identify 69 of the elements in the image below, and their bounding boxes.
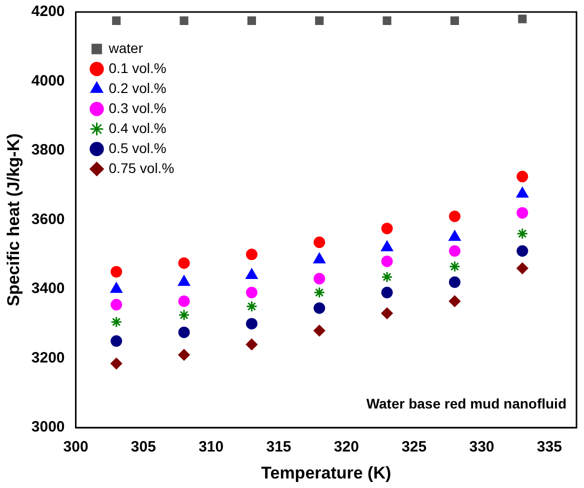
legend-label: 0.5 vol.% <box>108 140 166 156</box>
legend-label: 0.75 vol.% <box>108 160 174 176</box>
point <box>180 16 188 25</box>
point <box>516 262 528 274</box>
y-axis-title: Specific heat (J/kg-K) <box>4 133 23 306</box>
point <box>516 228 528 240</box>
x-tick-label: 315 <box>266 438 292 456</box>
y-tick-label: 4000 <box>31 72 65 90</box>
y-tick-label: 3600 <box>31 210 65 228</box>
point <box>448 210 460 222</box>
point <box>448 245 460 257</box>
x-tick-label: 325 <box>402 438 427 456</box>
point <box>516 245 528 257</box>
y-tick-label: 3200 <box>31 349 65 366</box>
point <box>518 14 527 24</box>
point <box>381 240 393 252</box>
point <box>246 300 258 312</box>
point <box>314 286 326 298</box>
point <box>112 16 121 25</box>
point <box>314 272 326 284</box>
x-axis-title: Temperature (K) <box>261 463 392 482</box>
point <box>110 266 122 278</box>
legend-label: 0.1 vol.% <box>108 60 166 76</box>
point <box>178 257 190 269</box>
legend-label: water <box>108 40 144 56</box>
annotation: Water base red mud nanofluid <box>366 395 566 412</box>
point <box>178 326 190 338</box>
point <box>247 16 256 25</box>
point <box>314 302 326 314</box>
point <box>381 256 393 268</box>
point <box>516 170 528 182</box>
x-tick-label: 305 <box>130 438 156 456</box>
x-tick-label: 310 <box>198 438 224 456</box>
legend-label: 0.3 vol.% <box>108 100 166 116</box>
x-tick-label: 335 <box>536 438 562 456</box>
point <box>314 236 326 248</box>
point <box>381 222 393 234</box>
point <box>448 295 460 307</box>
y-tick-label: 3800 <box>31 142 65 159</box>
point <box>448 276 460 288</box>
point <box>314 324 326 336</box>
point <box>110 335 122 347</box>
point <box>516 187 528 198</box>
point <box>382 16 392 25</box>
point <box>516 207 528 219</box>
point <box>315 16 324 25</box>
x-tick-label: 330 <box>469 438 494 456</box>
point <box>110 316 122 328</box>
y-tick-label: 4200 <box>31 3 65 20</box>
point <box>381 271 393 283</box>
point <box>178 309 190 321</box>
y-tick-label: 3400 <box>31 280 65 298</box>
x-tick-label: 300 <box>63 438 88 456</box>
point <box>246 318 258 330</box>
point <box>110 298 122 310</box>
point <box>448 260 460 272</box>
x-tick-label: 320 <box>334 438 359 456</box>
point <box>178 295 190 307</box>
legend-label: 0.2 vol.% <box>108 80 166 96</box>
point <box>246 338 258 350</box>
point <box>110 358 122 370</box>
point <box>381 286 393 298</box>
y-tick-label: 3000 <box>31 418 65 436</box>
point <box>178 349 190 361</box>
point <box>381 308 393 320</box>
point <box>246 248 258 260</box>
point <box>246 286 258 298</box>
point <box>450 16 459 25</box>
legend-label: 0.4 vol.% <box>108 120 166 136</box>
